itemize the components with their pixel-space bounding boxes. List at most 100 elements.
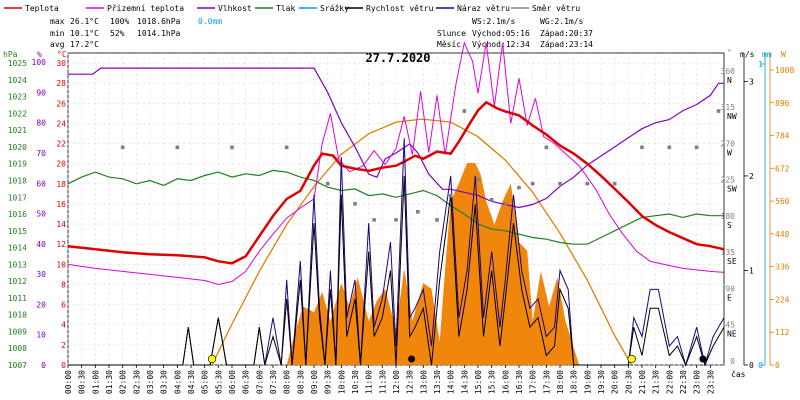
stat-sun-set: Západ:20:37 [540,29,593,38]
x-tick-label: 14:00 [447,370,456,394]
pressure-tick-label: 1017 [8,193,27,202]
x-tick-label: 18:00 [556,370,565,394]
x-tick-label: 13:30 [433,370,442,394]
solar-tick-label: 448 [775,230,790,239]
wind-direction-point [667,145,672,150]
unit-percent: % [37,50,42,59]
stat-max-label: max [50,17,65,26]
solar-tick-label: 336 [775,263,790,272]
solar-tick-label: 112 [775,328,790,337]
pressure-tick-label: 1021 [8,126,27,135]
wind-direction-point [585,181,590,186]
x-tick-label: 16:00 [501,370,510,394]
legend-rain: Srážky [320,4,349,13]
pressure-tick-label: 1014 [8,244,27,253]
x-tick-label: 17:00 [529,370,538,394]
legend-humidity: Vlhkost [218,4,252,13]
stat-moon-label: Měsíc [437,40,461,49]
humidity-series [68,67,724,209]
plot-area [67,41,725,367]
wind-direction-point [230,145,234,150]
solar-tick-label: 784 [775,132,790,141]
humidity-tick-label: 20 [36,300,46,309]
wind-direction-point [640,145,644,150]
legend-pressure: Tlak [276,4,295,13]
x-tick-label: 21:30 [652,370,661,394]
axis-units: hPa % °C ° m/s mm W čas [3,48,786,379]
humidity-tick-label: 60 [36,179,46,188]
pressure-tick-label: 1025 [8,59,27,68]
direction-name-label: NW [727,112,737,121]
direction-name-label: NE [727,330,737,339]
x-tick-label: 10:00 [337,370,346,394]
stats-block: max 26.1°C 100% 1018.6hPa 0.0mm min 10.1… [50,17,593,49]
wind-direction-point [394,218,398,222]
x-tick-label: 12:00 [392,370,401,394]
x-tick-label: 20:00 [611,370,620,394]
direction-tick-label: 225 [721,176,736,185]
direction-tick-label: 270 [721,139,736,148]
stat-moon-rise: Východ:12:34 [472,40,530,49]
wind-direction-point [476,177,480,182]
humidity-tick-label: 50 [36,210,46,219]
moon-marker [699,355,707,363]
temp-tick-label: 6 [61,301,66,310]
x-tick-label: 23:00 [693,370,702,394]
x-tick-label: 19:00 [583,370,592,394]
pressure-tick-label: 1016 [8,210,27,219]
wind-direction-point [489,197,494,202]
temp-tick-label: 18 [56,180,66,189]
direction-name-label: N [727,76,732,85]
x-tick-label: 14:30 [460,370,469,394]
wind-direction-point [284,145,289,150]
temp-tick-label: 26 [56,99,66,108]
pressure-tick-label: 1009 [8,327,27,336]
x-tick-label: 05:00 [201,370,210,394]
stat-sun-label: Slunce [437,29,466,38]
sun-marker [627,354,636,364]
humidity-tick-label: 90 [36,88,46,97]
stat-min-press: 1014.1hPa [137,29,181,38]
x-tick-label: 05:30 [214,370,223,394]
stat-max-temp: 26.1°C [70,17,99,26]
temp-tick-label: 24 [56,119,66,128]
x-tick-label: 08:00 [283,370,292,394]
pressure-tick-label: 1018 [8,176,27,185]
temp-tick-label: 16 [56,200,66,209]
direction-name-label: S [727,221,732,230]
temp-tick-label: 8 [61,280,66,289]
temp-tick-label: 10 [56,260,66,269]
legend-temperature: Teplota [25,4,59,13]
direction-name-label: SW [727,185,737,194]
direction-name-label: SE [727,257,737,266]
wind-tick-label: 0 [749,361,754,370]
wind-tick-label: 2 [749,172,754,181]
direction-tick-label: 315 [721,103,736,112]
x-axis-ticks: 00:00 00:30 01:00 01:30 02:00 02:30 03:00 03:30… [64,365,715,394]
x-tick-label: 08:30 [296,370,305,394]
solar-tick-label: 224 [775,295,790,304]
wind-direction-point [612,181,617,186]
temp-tick-label: 2 [61,341,66,350]
x-tick-label: 01:30 [105,370,114,394]
temp-tick-label: 28 [56,79,66,88]
pressure-tick-label: 1008 [8,344,27,353]
pressure-tick-label: 1015 [8,227,27,236]
x-tick-label: 19:30 [597,370,606,394]
moon-marker [408,355,416,363]
pressure-tick-label: 1022 [8,109,27,118]
pressure-series [67,169,724,245]
x-tick-label: 07:30 [269,370,278,394]
wind-direction-point [120,145,125,150]
stat-max-rain: 0.0mm [198,17,222,26]
humidity-tick-label: 100 [32,58,47,67]
pressure-tick-label: 1012 [8,277,27,286]
temp-tick-label: 30 [56,59,66,68]
direction-tick-label: 45 [725,321,735,330]
wind-direction-point [325,181,330,186]
pressure-tick-label: 1007 [8,361,27,370]
stat-max-hum: 100% [110,17,129,26]
wind-direction-point [435,218,439,222]
x-tick-label: 00:00 [64,370,73,394]
